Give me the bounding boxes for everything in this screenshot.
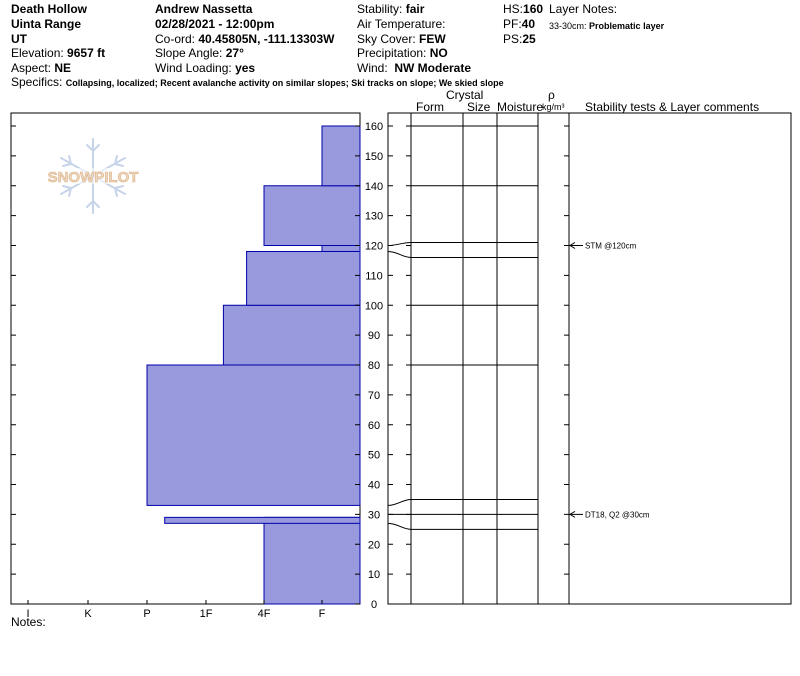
precipitation: Precipitation: NO <box>357 46 448 60</box>
hardness-bar-1 <box>164 516 361 524</box>
specifics: Specifics: Collapsing, localized; Recent… <box>11 75 504 89</box>
sky-cover: Sky Cover: FEW <box>357 32 446 46</box>
hardness-bar-7 <box>321 125 361 187</box>
observer: Andrew Nassetta <box>155 2 253 16</box>
notes-label: Notes: <box>11 615 46 629</box>
hs: HS:160 <box>503 2 544 16</box>
air-temperature: Air Temperature: <box>357 17 446 31</box>
height-tick-label: 130 <box>365 211 383 223</box>
col-size: Size <box>467 100 491 114</box>
layer-table-frame <box>387 112 792 605</box>
height-tick-label: 150 <box>365 151 383 163</box>
coordinates: Co-ord: 40.45805N, -111.13303W <box>155 32 335 46</box>
datetime: 02/28/2021 - 12:00pm <box>155 17 275 31</box>
pf: PF:40 <box>503 17 536 31</box>
slope-angle: Slope Angle: 27° <box>155 46 244 60</box>
location: Death Hollow <box>11 2 88 16</box>
height-tick-label: 10 <box>368 569 380 581</box>
hardness-tick-label: P <box>143 608 150 620</box>
height-tick-label: 100 <box>365 300 383 312</box>
hardness-tick-label: K <box>84 608 92 620</box>
col-density: kg/m³ <box>542 102 565 112</box>
height-tick-label: 0 <box>371 599 377 611</box>
stability-comment: DT18, Q2 @30cm <box>585 510 650 519</box>
hardness-tick-label: I <box>26 608 29 620</box>
hardness-bar-3 <box>222 304 361 366</box>
col-moisture: Moisture <box>497 100 544 114</box>
height-tick-label: 70 <box>368 390 380 402</box>
hardness-tick-label: 1F <box>200 608 213 620</box>
hardness-bar-2 <box>146 364 361 506</box>
col-stability-tests: Stability tests & Layer comments <box>585 100 760 114</box>
aspect: Aspect: NE <box>11 61 72 75</box>
height-tick-label: 120 <box>365 241 383 253</box>
elevation: Elevation: 9657 ft <box>11 46 106 60</box>
height-tick-label: 160 <box>365 121 383 133</box>
height-tick-label: 50 <box>368 450 380 462</box>
stability-comment: STM @120cm <box>585 242 637 251</box>
state: UT <box>11 32 27 46</box>
height-tick-label: 20 <box>368 539 380 551</box>
height-tick-label: 40 <box>368 480 380 492</box>
height-tick-label: 110 <box>365 270 383 282</box>
layer-notes-label: Layer Notes: <box>549 2 618 16</box>
height-tick-label: 80 <box>368 360 380 372</box>
wind-loading: Wind Loading: yes <box>155 61 256 75</box>
range: Uinta Range <box>11 17 82 31</box>
col-form: Form <box>416 100 444 114</box>
hardness-tick-label: 4F <box>258 608 271 620</box>
height-tick-label: 140 <box>365 181 383 193</box>
hardness-bar-0 <box>263 516 361 605</box>
height-tick-label: 30 <box>368 509 380 521</box>
height-tick-label: 90 <box>368 330 380 342</box>
col-crystal: Crystal <box>446 88 484 102</box>
wind: Wind: NW Moderate <box>357 61 472 75</box>
hardness-bar-5 <box>321 245 361 252</box>
height-tick-label: 60 <box>368 420 380 432</box>
snowpilot-logo: SNOWPILOT <box>33 138 155 214</box>
svg-text:SNOWPILOT: SNOWPILOT <box>48 169 139 186</box>
stability: Stability: fair <box>357 2 425 16</box>
ps: PS:25 <box>503 32 536 46</box>
layer-note: 33-30cm: Problematic layer <box>549 21 665 31</box>
hardness-bar-6 <box>263 185 361 246</box>
col-rho: ρ <box>548 88 555 102</box>
hardness-bar-4 <box>246 250 361 306</box>
hardness-tick-label: F <box>319 608 326 620</box>
